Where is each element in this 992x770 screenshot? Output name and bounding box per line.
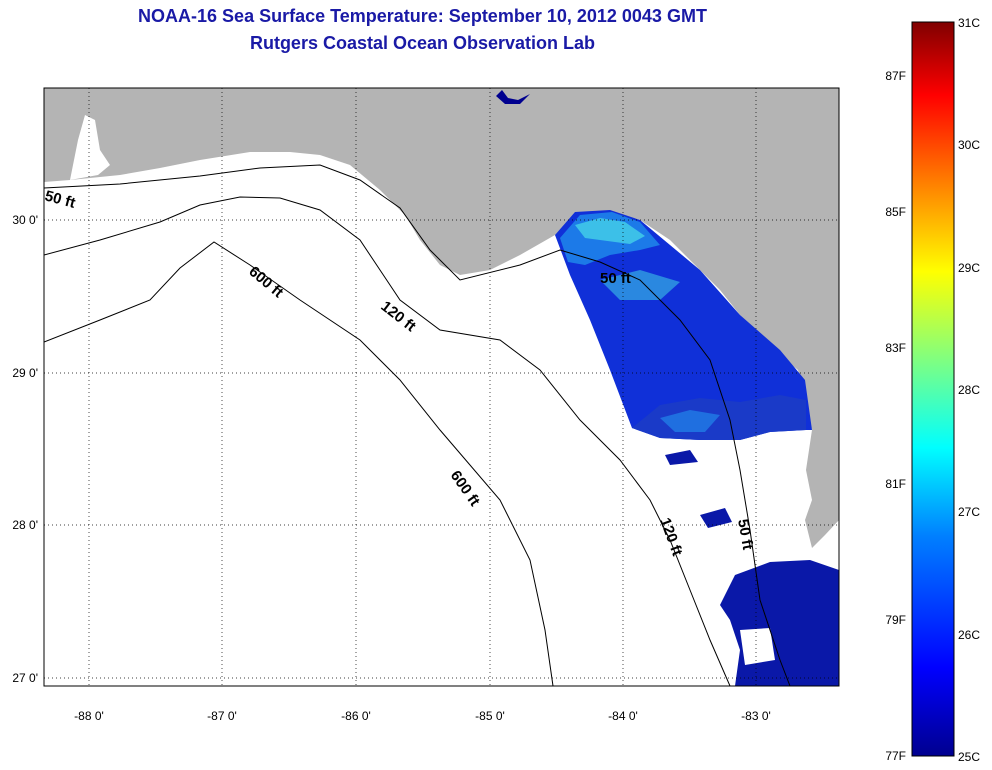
colorbar: 31C 30C 29C 28C 27C 26C 25C 87F 85F 83F … [885,16,980,764]
lat-tick-label: 29 0' [12,366,38,380]
map-title: NOAA-16 Sea Surface Temperature: Septemb… [138,6,707,26]
colorbar-celsius-label: 29C [958,261,980,275]
lon-tick-label: -83 0' [741,709,771,723]
colorbar-celsius-label: 31C [958,16,980,30]
colorbar-fahrenheit-label: 79F [885,613,906,627]
colorbar-celsius-label: 28C [958,383,980,397]
colorbar-celsius-label: 25C [958,750,980,764]
colorbar-fahrenheit-label: 77F [885,749,906,763]
colorbar-fahrenheit-label: 87F [885,69,906,83]
latitude-axis: 30 0' 29 0' 28 0' 27 0' [12,213,38,685]
lon-tick-label: -86 0' [341,709,371,723]
map-area [44,88,839,686]
land-mass [44,88,839,548]
bathymetry-contours [44,164,791,686]
colorbar-fahrenheit-label: 81F [885,477,906,491]
colorbar-celsius-label: 26C [958,628,980,642]
lon-tick-label: -85 0' [475,709,505,723]
lon-tick-label: -88 0' [74,709,104,723]
contour-label: 50 ft [734,518,756,551]
colorbar-celsius-label: 30C [958,138,980,152]
longitude-axis: -88 0' -87 0' -86 0' -85 0' -84 0' -83 0… [74,709,771,723]
contour-label: 50 ft [600,270,631,287]
lon-tick-label: -87 0' [207,709,237,723]
lat-tick-label: 28 0' [12,518,38,532]
lat-tick-label: 27 0' [12,671,38,685]
colorbar-fahrenheit-label: 83F [885,341,906,355]
lon-tick-label: -84 0' [608,709,638,723]
colorbar-gradient [911,21,955,757]
lat-tick-label: 30 0' [12,213,38,227]
colorbar-fahrenheit-label: 85F [885,205,906,219]
colorbar-celsius-label: 27C [958,505,980,519]
graticule [44,88,839,686]
map-subtitle: Rutgers Coastal Ocean Observation Lab [249,33,596,53]
